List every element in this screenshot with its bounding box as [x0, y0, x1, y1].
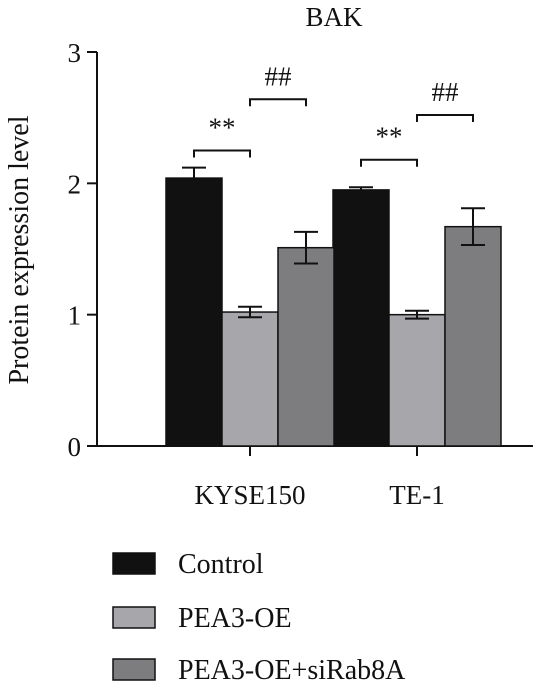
legend-swatch [112, 606, 156, 629]
bar [332, 189, 390, 447]
x-tick-label: KYSE150 [194, 480, 305, 510]
legend-label: Control [178, 549, 264, 580]
y-tick-label: 0 [68, 432, 82, 462]
significance-label: ## [432, 77, 460, 107]
legend-item: Control [112, 549, 264, 580]
significance-label: ** [209, 113, 236, 143]
legend-swatch [112, 658, 156, 681]
significance-label: ** [376, 122, 403, 152]
x-tick-label: TE-1 [389, 480, 444, 510]
error-bar [294, 230, 318, 265]
error-bar [461, 207, 485, 247]
bar [444, 225, 502, 447]
bar [388, 313, 446, 447]
bar [165, 177, 223, 447]
significance-label: ## [265, 61, 293, 91]
legend-item: PEA3-OE [112, 603, 292, 634]
legend-item: PEA3-OE+siRab8A [112, 655, 406, 686]
chart-title: BAK [305, 2, 363, 32]
significance-bracket: ## [249, 61, 307, 107]
significance-bracket: ** [360, 122, 418, 167]
legend-label: PEA3-OE [178, 603, 292, 634]
bar [221, 311, 279, 447]
y-tick-label: 2 [68, 169, 82, 199]
error-bar [349, 186, 373, 194]
significance-bracket: ## [416, 77, 474, 123]
legend-swatch [112, 552, 156, 575]
y-axis-label: Protein expression level [4, 115, 35, 384]
error-bar [182, 166, 206, 190]
y-tick-label: 3 [68, 38, 82, 68]
y-tick-label: 1 [68, 301, 82, 331]
error-bar [238, 305, 262, 319]
error-bar [405, 309, 429, 320]
bar [277, 246, 335, 447]
significance-bracket: ** [193, 113, 251, 158]
legend-label: PEA3-OE+siRab8A [178, 655, 406, 686]
